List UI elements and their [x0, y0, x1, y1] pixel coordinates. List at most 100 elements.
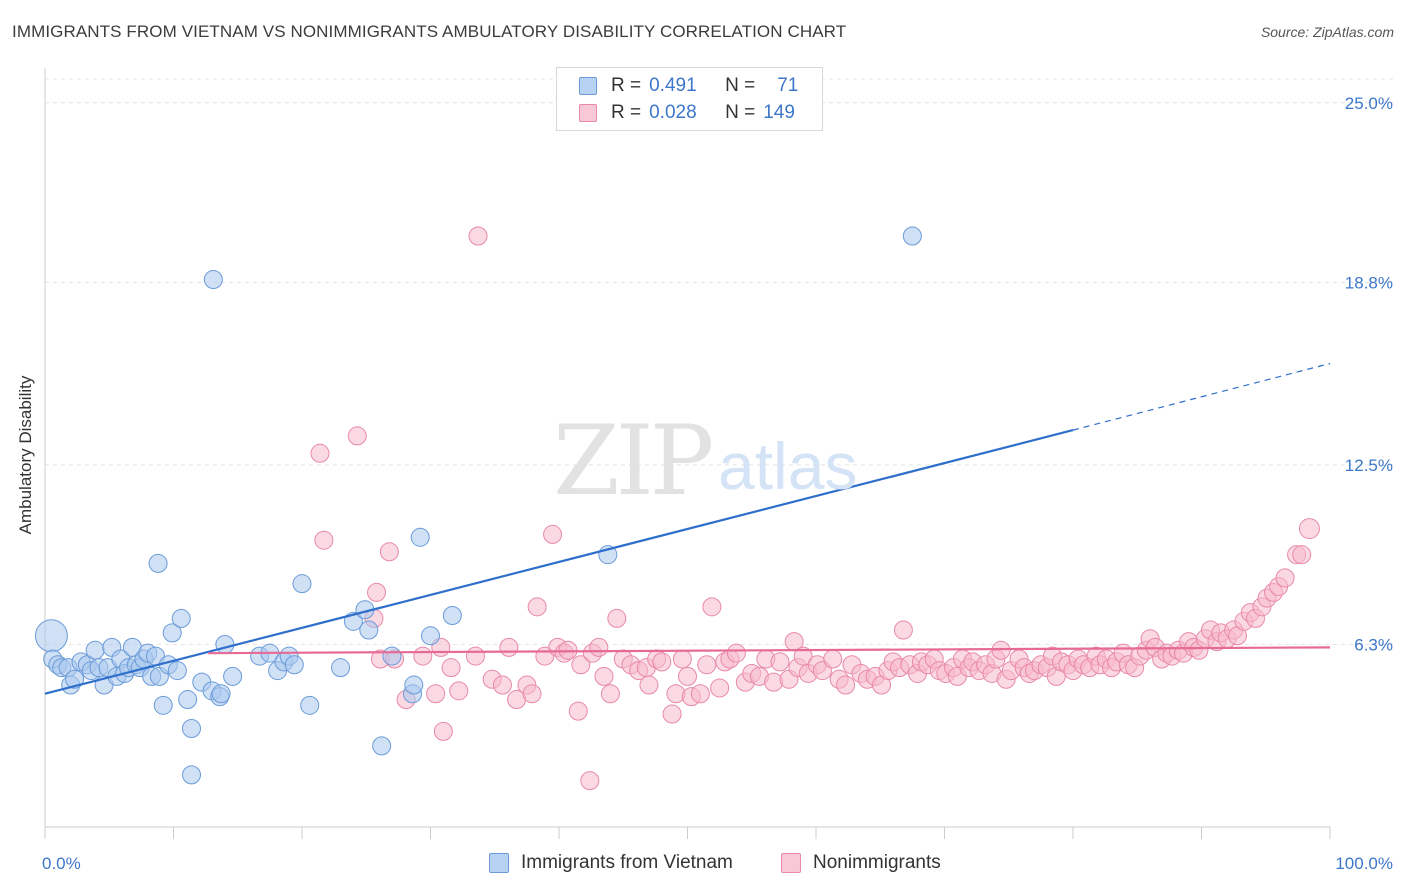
point-nonimmigrants — [662, 704, 682, 724]
point-immigrants-from-vietnam — [215, 634, 235, 654]
point-nonimmigrants — [522, 684, 542, 704]
point-immigrants-from-vietnam — [382, 646, 402, 666]
point-nonimmigrants — [1298, 518, 1320, 540]
x-tick-label: 100.0% — [1335, 854, 1393, 873]
series-immigrants-from-vietnam — [34, 226, 922, 785]
source-label: Source: ZipAtlas.com — [1260, 24, 1394, 40]
point-nonimmigrants — [347, 426, 367, 446]
point-immigrants-from-vietnam — [148, 553, 168, 573]
point-immigrants-from-vietnam — [331, 658, 351, 678]
trend-lines — [44, 362, 1331, 695]
y-tick-label: 25.0% — [1345, 94, 1393, 113]
point-nonimmigrants — [413, 646, 433, 666]
point-nonimmigrants — [568, 701, 588, 721]
point-immigrants-from-vietnam — [153, 695, 173, 715]
point-nonimmigrants — [823, 649, 843, 669]
series-legend-label: Nonimmigrants — [813, 852, 941, 873]
point-immigrants-from-vietnam — [359, 620, 379, 640]
legend-r-value: 0.491 — [649, 75, 697, 96]
point-immigrants-from-vietnam — [284, 655, 304, 675]
point-immigrants-from-vietnam — [292, 574, 312, 594]
point-nonimmigrants — [702, 597, 722, 617]
point-nonimmigrants — [426, 684, 446, 704]
y-axis-title: Ambulatory Disability — [16, 375, 35, 535]
point-immigrants-from-vietnam — [211, 684, 231, 704]
point-nonimmigrants — [499, 637, 519, 657]
series-nonimmigrants — [310, 226, 1320, 791]
point-immigrants-from-vietnam — [162, 623, 182, 643]
legend-row-nonimmigrants: R = 0.028 N = 149 — [579, 101, 795, 125]
point-nonimmigrants — [571, 655, 591, 675]
point-immigrants-from-vietnam — [171, 608, 191, 628]
correlation-legend: R = 0.491 N = 71 R = 0.028 N = 149 — [556, 67, 823, 131]
series-legend-nonimmigrants[interactable]: Nonimmigrants — [781, 852, 941, 874]
point-nonimmigrants — [468, 226, 488, 246]
point-nonimmigrants — [433, 721, 453, 741]
tick-labels: 6.3% 12.5% 18.8% 25.0% 0.0% 100.0% — [42, 94, 1393, 873]
legend-n-value: 149 — [763, 102, 795, 123]
point-immigrants-from-vietnam — [442, 606, 462, 626]
point-nonimmigrants — [492, 675, 512, 695]
legend-swatch-blue — [579, 77, 597, 95]
point-nonimmigrants — [652, 652, 672, 672]
point-nonimmigrants — [527, 597, 547, 617]
point-nonimmigrants — [793, 646, 813, 666]
point-immigrants-from-vietnam — [85, 640, 105, 660]
point-nonimmigrants — [726, 643, 746, 663]
trend-line-vietnam-extension — [1072, 362, 1331, 431]
watermark-zip: ZIP — [553, 405, 714, 517]
point-immigrants-from-vietnam — [181, 765, 201, 785]
legend-row-vietnam: R = 0.491 N = 71 — [579, 74, 798, 98]
point-immigrants-from-vietnam — [34, 619, 68, 653]
legend-r-label: R = — [611, 102, 642, 123]
point-immigrants-from-vietnam — [178, 690, 198, 710]
x-ticks — [44, 827, 1331, 839]
y-tick-label: 18.8% — [1345, 273, 1393, 292]
point-immigrants-from-vietnam — [404, 675, 424, 695]
point-immigrants-from-vietnam — [223, 666, 243, 686]
series-swatch-pink — [781, 853, 801, 873]
point-nonimmigrants — [589, 637, 609, 657]
point-immigrants-from-vietnam — [65, 669, 85, 689]
point-nonimmigrants — [449, 681, 469, 701]
point-nonimmigrants — [690, 684, 710, 704]
point-nonimmigrants — [639, 675, 659, 695]
series-legend-vietnam[interactable]: Immigrants from Vietnam — [489, 852, 733, 874]
point-nonimmigrants — [310, 443, 330, 463]
point-nonimmigrants — [314, 530, 334, 550]
point-immigrants-from-vietnam — [372, 736, 392, 756]
legend-r-value: 0.028 — [649, 102, 697, 123]
point-nonimmigrants — [893, 620, 913, 640]
point-nonimmigrants — [710, 678, 730, 698]
point-nonimmigrants — [991, 640, 1011, 660]
point-nonimmigrants — [836, 675, 856, 695]
point-nonimmigrants — [379, 542, 399, 562]
legend-swatch-pink — [579, 104, 597, 122]
point-nonimmigrants — [770, 652, 790, 672]
y-tick-label: 12.5% — [1345, 456, 1393, 475]
point-immigrants-from-vietnam — [421, 626, 440, 646]
point-nonimmigrants — [600, 684, 620, 704]
legend-n-label: N = — [725, 75, 756, 96]
point-nonimmigrants — [764, 672, 784, 692]
point-immigrants-from-vietnam — [300, 695, 320, 715]
series-legend: Immigrants from Vietnam Nonimmigrants — [0, 852, 1406, 878]
point-nonimmigrants — [465, 646, 485, 666]
legend-r-label: R = — [611, 75, 642, 96]
point-nonimmigrants — [543, 524, 563, 544]
point-nonimmigrants — [697, 655, 717, 675]
point-nonimmigrants — [666, 684, 686, 704]
point-nonimmigrants — [1292, 545, 1312, 565]
series-legend-label: Immigrants from Vietnam — [521, 852, 733, 873]
trend-line-vietnam — [44, 429, 1074, 695]
point-nonimmigrants — [678, 666, 697, 686]
y-tick-label: 6.3% — [1354, 635, 1393, 654]
point-immigrants-from-vietnam — [410, 527, 430, 547]
legend-n-label: N = — [725, 102, 756, 123]
point-nonimmigrants — [594, 666, 614, 686]
point-immigrants-from-vietnam — [167, 661, 187, 681]
point-nonimmigrants — [441, 658, 461, 678]
point-nonimmigrants — [580, 771, 600, 791]
point-nonimmigrants — [1275, 568, 1295, 588]
